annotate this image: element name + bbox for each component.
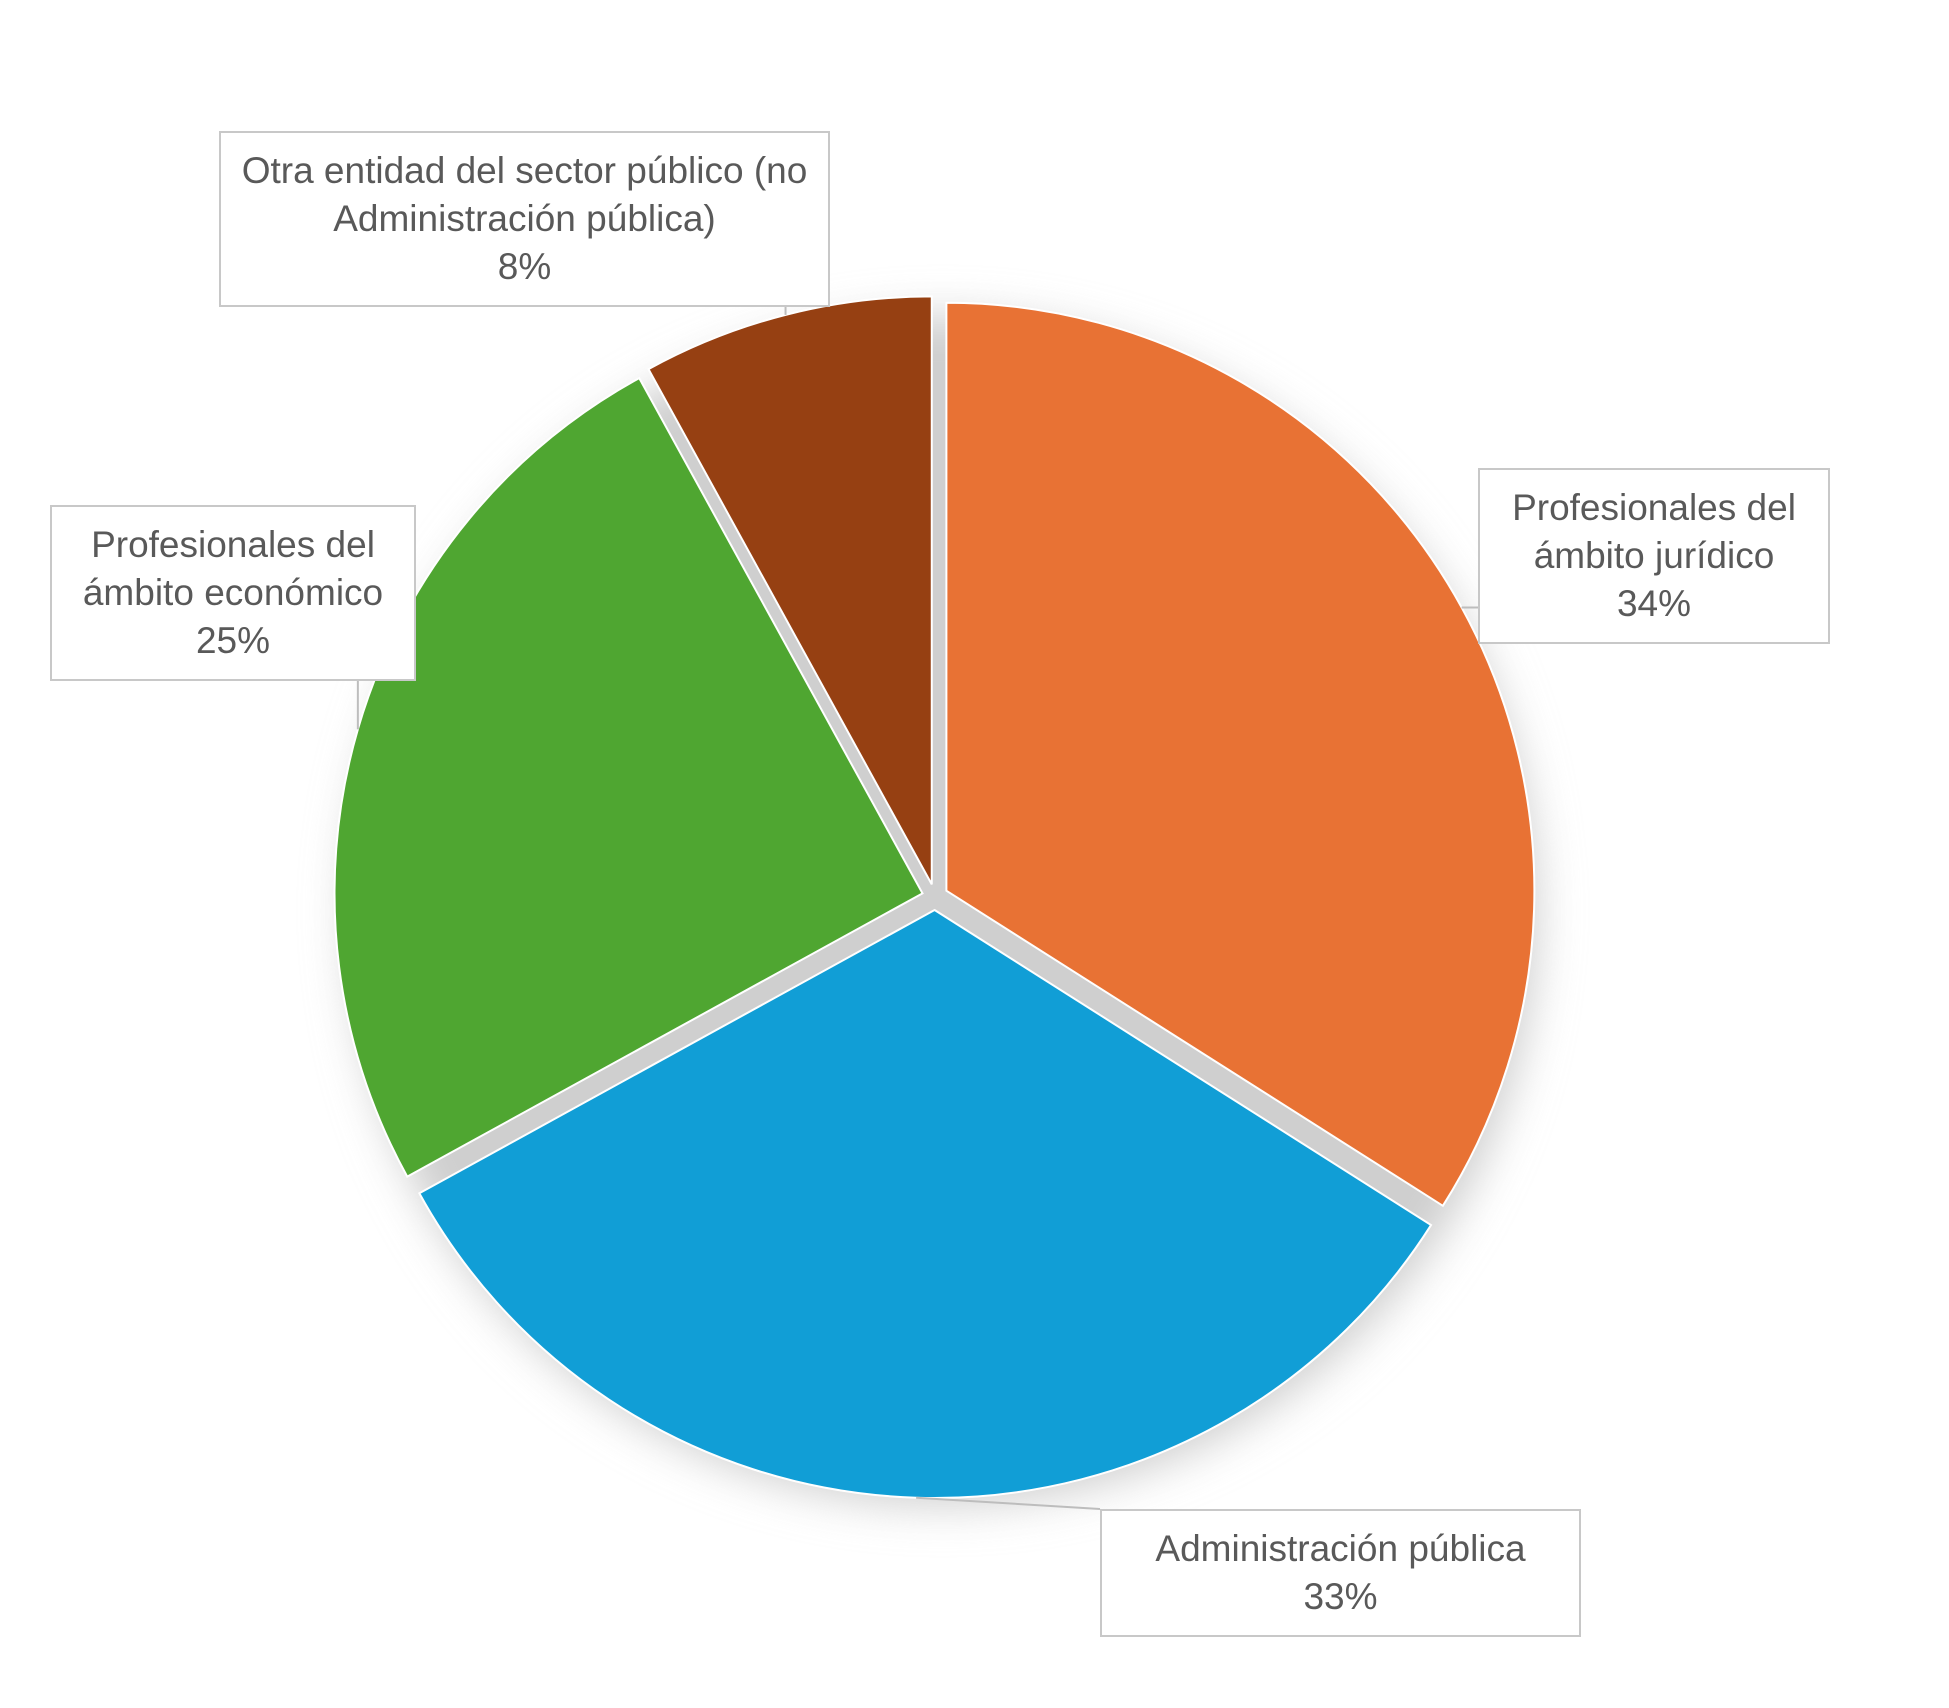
value-label: 34% [1616,583,1692,624]
data-label: Otra entidad del sector público (no Admi… [219,131,830,307]
data-label: Administración pública 33% [1100,1509,1581,1637]
category-label: Profesionales del ámbito jurídico [1512,487,1796,576]
category-label: Profesionales del ámbito económico [82,524,384,613]
category-label: Otra entidad del sector público (no Admi… [241,150,808,239]
pie-slice [647,295,933,885]
data-label: Profesionales del ámbito jurídico 34% [1478,468,1830,644]
category-label: Administración pública [1155,1528,1526,1569]
leader-line [916,1496,1101,1510]
value-label: 25% [195,620,271,661]
data-label: Profesionales del ámbito económico 25% [50,505,416,681]
pie-slice [417,908,1433,1499]
value-label: 8% [497,246,552,287]
value-label: 33% [1303,1576,1378,1617]
pie-slice [945,301,1536,1208]
